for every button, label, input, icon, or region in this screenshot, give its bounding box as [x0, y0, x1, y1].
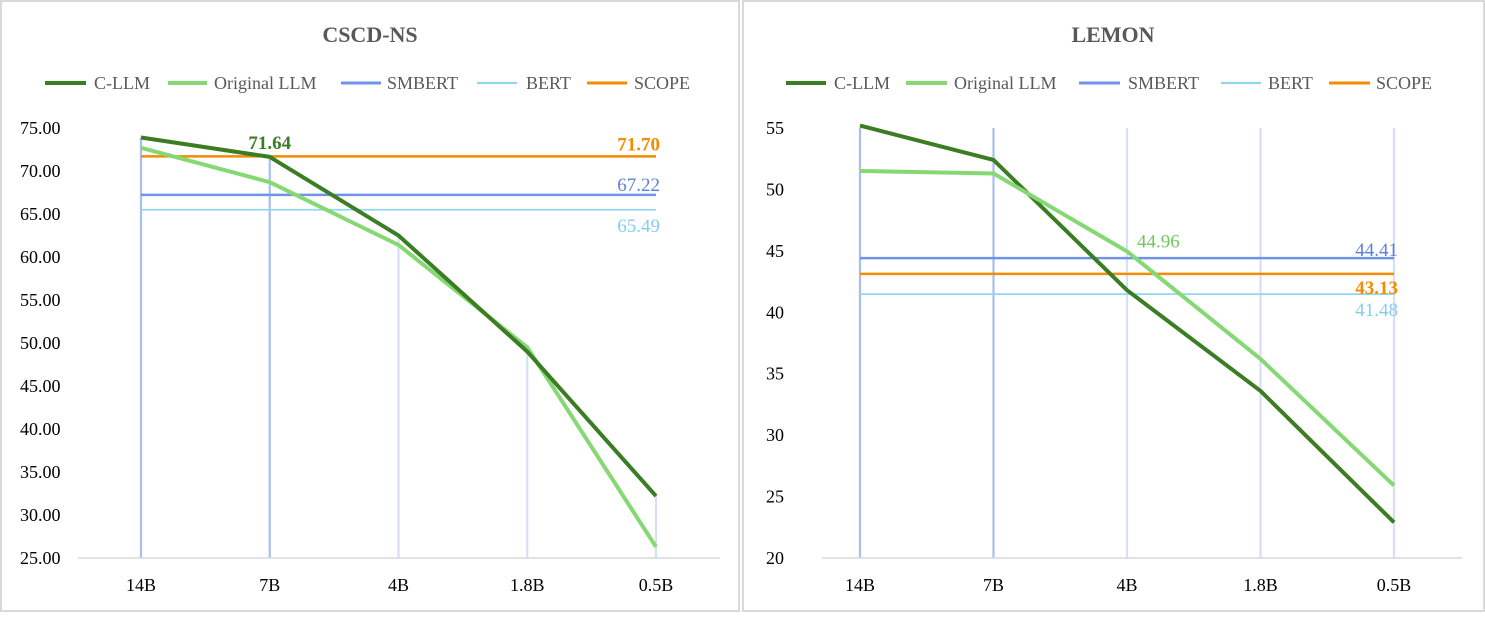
x-tick-label-7b: 7B: [259, 575, 280, 595]
y-tick-label: 40.00: [20, 419, 61, 439]
chart-lemon: LEMON C-LLM Original LLM SMBERT BERT SCOPE 20 2…: [766, 22, 1462, 595]
legend-label-bert: BERT: [1268, 73, 1313, 93]
data-label-smbert: 44.41: [1355, 240, 1398, 261]
legend-label-scope: SCOPE: [1376, 73, 1432, 93]
y-tick-label: 45.00: [20, 376, 61, 396]
y-tick-label: 65.00: [20, 204, 61, 224]
y-tick-label: 25.00: [20, 548, 61, 568]
legend-label-original-llm: Original LLM: [954, 73, 1056, 93]
y-tick-label: 55: [766, 118, 784, 138]
data-label-bert: 65.49: [617, 216, 660, 237]
y-tick-label: 55.00: [20, 290, 61, 310]
data-label-smbert: 67.22: [617, 175, 660, 196]
y-tick-label: 70.00: [20, 161, 61, 181]
chart-panel-lemon: LEMON C-LLM Original LLM SMBERT BERT SCOPE 20 2…: [742, 0, 1485, 612]
y-tick-label: 25: [766, 487, 784, 507]
chart-title: LEMON: [1071, 22, 1154, 47]
data-label-original-llm: 44.96: [1137, 231, 1180, 252]
data-label-c-llm: 71.64: [248, 133, 291, 154]
legend-label-smbert: SMBERT: [1128, 73, 1199, 93]
x-tick-label-1-8b: 1.8B: [510, 575, 545, 595]
x-tick-label-4b: 4B: [1116, 575, 1137, 595]
y-tick-label: 75.00: [20, 118, 61, 138]
y-tick-label: 30: [766, 425, 784, 445]
y-tick-label: 45: [766, 241, 784, 261]
y-tick-label: 40: [766, 302, 784, 322]
chart-title: CSCD-NS: [322, 22, 417, 47]
y-tick-label: 35.00: [20, 462, 61, 482]
legend-label-smbert: SMBERT: [387, 73, 458, 93]
y-tick-label: 50: [766, 179, 784, 199]
y-tick-label: 20: [766, 548, 784, 568]
y-tick-label: 60.00: [20, 247, 61, 267]
data-label-scope: 43.13: [1355, 278, 1398, 299]
x-tick-label-1-8b: 1.8B: [1243, 575, 1278, 595]
x-tick-label-0-5b: 0.5B: [639, 575, 674, 595]
legend-label-bert: BERT: [526, 73, 571, 93]
x-tick-label-14b: 14B: [845, 575, 875, 595]
chart-panel-cscd-ns: CSCD-NS C-LLM Original LLM SMBERT BERT SCOPE 2…: [0, 0, 740, 612]
y-tick-label: 50.00: [20, 333, 61, 353]
legend-label-original-llm: Original LLM: [214, 73, 316, 93]
data-label-bert: 41.48: [1355, 300, 1398, 321]
x-tick-label-4b: 4B: [388, 575, 409, 595]
x-tick-label-0-5b: 0.5B: [1377, 575, 1412, 595]
y-tick-label: 30.00: [20, 505, 61, 525]
legend-label-c-llm: C-LLM: [94, 73, 150, 93]
x-tick-label-7b: 7B: [983, 575, 1004, 595]
legend-label-c-llm: C-LLM: [834, 73, 890, 93]
chart-cscd-ns: CSCD-NS C-LLM Original LLM SMBERT BERT SCOPE 2…: [20, 22, 720, 595]
x-tick-label-14b: 14B: [126, 575, 156, 595]
y-tick-label: 35: [766, 364, 784, 384]
legend-label-scope: SCOPE: [634, 73, 690, 93]
data-label-scope: 71.70: [617, 134, 660, 155]
